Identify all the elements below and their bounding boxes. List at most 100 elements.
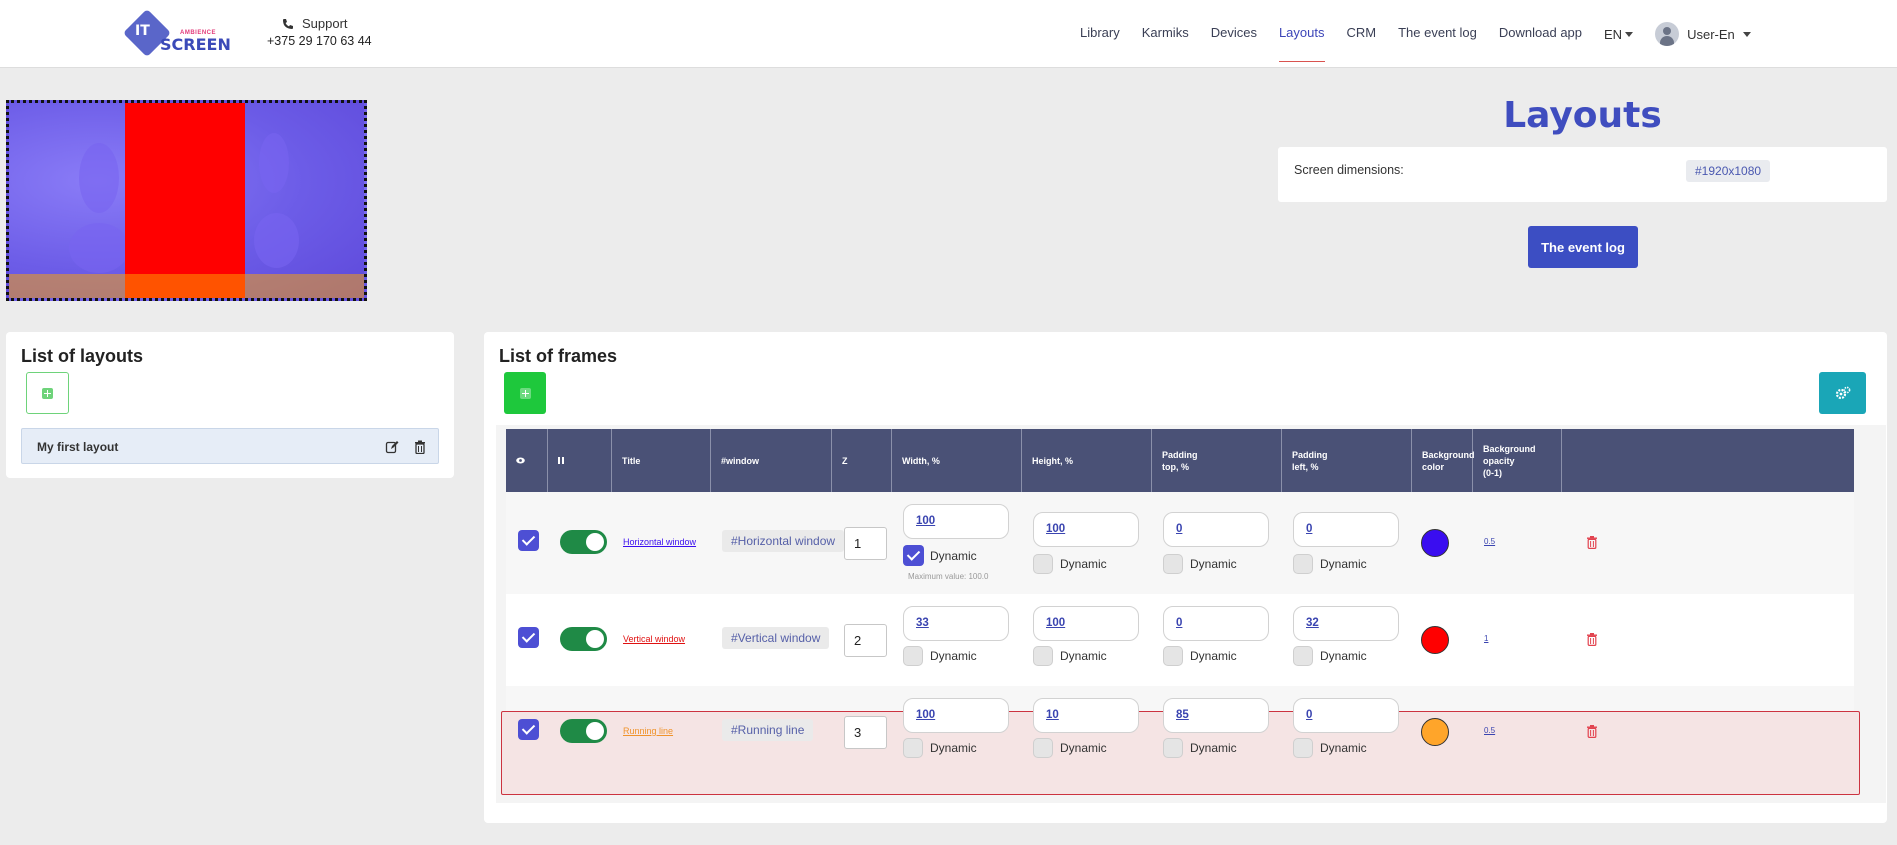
dynamic-label: Dynamic xyxy=(930,549,977,563)
enabled-toggle[interactable] xyxy=(560,627,607,651)
padding-top-field[interactable]: 0 xyxy=(1163,512,1269,547)
dynamic-label: Dynamic xyxy=(1060,649,1107,663)
opacity-link[interactable]: 0.5 xyxy=(1484,726,1496,735)
window-tag[interactable]: #Vertical window xyxy=(722,627,830,649)
opacity-link[interactable]: 0.5 xyxy=(1484,537,1496,546)
z-index-field[interactable]: 3 xyxy=(844,716,887,749)
logo-it-text: IT xyxy=(135,23,150,39)
padding-left-field[interactable]: 0 xyxy=(1293,512,1399,547)
padding-left-field[interactable]: 32 xyxy=(1293,606,1399,641)
chevron-down-icon xyxy=(1625,31,1634,37)
support-label: Support xyxy=(302,16,348,31)
decorative-blob xyxy=(69,223,129,273)
dynamic-checkbox[interactable] xyxy=(1293,738,1313,758)
frame-title-link[interactable]: Running line xyxy=(623,726,674,736)
z-index-field[interactable]: 1 xyxy=(844,527,887,560)
pause-icon xyxy=(558,457,564,464)
enabled-toggle[interactable] xyxy=(560,530,607,554)
column-background-color: Background color xyxy=(1412,429,1475,492)
nav-library[interactable]: Library xyxy=(1080,25,1120,40)
delete-frame-trash-icon[interactable] xyxy=(1586,536,1598,549)
height-field[interactable]: 100 xyxy=(1033,606,1139,641)
window-tag[interactable]: #Horizontal window xyxy=(722,530,845,552)
height-field[interactable]: 100 xyxy=(1033,512,1139,547)
dynamic-checkbox[interactable] xyxy=(903,646,923,666)
dynamic-checkbox[interactable] xyxy=(1293,554,1313,574)
dynamic-checkbox[interactable] xyxy=(1033,646,1053,666)
screen-dimensions-badge[interactable]: #1920x1080 xyxy=(1686,160,1771,182)
edit-icon[interactable] xyxy=(385,440,399,454)
layout-preview xyxy=(6,100,367,301)
add-frame-button[interactable] xyxy=(504,372,546,414)
decorative-blob xyxy=(254,213,299,268)
dynamic-label: Dynamic xyxy=(1320,741,1367,755)
layouts-card: List of layouts My first layout xyxy=(6,332,454,478)
chevron-down-icon xyxy=(1742,31,1751,37)
language-dropdown[interactable]: EN xyxy=(1604,26,1634,42)
trash-icon[interactable] xyxy=(413,440,427,454)
delete-frame-trash-icon[interactable] xyxy=(1586,725,1598,738)
top-header: IT AMBIENCE SCREEN Support +375 29 170 6… xyxy=(0,0,1897,68)
dynamic-checkbox[interactable] xyxy=(1163,738,1183,758)
dynamic-label: Dynamic xyxy=(1060,741,1107,755)
user-name: User-En xyxy=(1687,26,1735,42)
preview-running-line[interactable] xyxy=(9,274,364,298)
settings-button[interactable] xyxy=(1819,372,1866,414)
dynamic-checkbox[interactable] xyxy=(1033,554,1053,574)
background-color-swatch[interactable] xyxy=(1421,718,1449,746)
width-field[interactable]: 100 xyxy=(903,698,1009,733)
frame-title-link[interactable]: Vertical window xyxy=(623,634,686,644)
nav-karmiks[interactable]: Karmiks xyxy=(1141,25,1189,40)
nav-devices[interactable]: Devices xyxy=(1210,25,1257,40)
nav-crm[interactable]: CRM xyxy=(1346,25,1377,40)
frame-title-link[interactable]: Horizontal window xyxy=(623,537,697,547)
dynamic-checkbox[interactable] xyxy=(1033,738,1053,758)
delete-frame-trash-icon[interactable] xyxy=(1586,633,1598,646)
column-width: Width, % xyxy=(892,429,1022,492)
dynamic-checkbox[interactable] xyxy=(903,738,923,758)
opacity-link[interactable]: 1 xyxy=(1484,634,1489,643)
column-visibility xyxy=(506,429,548,492)
column-background-opacity: Background opacity (0-1) xyxy=(1473,429,1562,492)
screen-dimensions-card: Screen dimensions: #1920x1080 xyxy=(1278,147,1887,202)
height-field[interactable]: 10 xyxy=(1033,698,1139,733)
background-color-swatch[interactable] xyxy=(1421,626,1449,654)
padding-left-field[interactable]: 0 xyxy=(1293,698,1399,733)
visibility-checkbox[interactable] xyxy=(518,719,539,740)
column-height: Height, % xyxy=(1022,429,1152,492)
width-field[interactable]: 100 xyxy=(903,504,1009,539)
event-log-button[interactable]: The event log xyxy=(1528,226,1638,268)
nav-event-log[interactable]: The event log xyxy=(1398,25,1477,40)
enabled-toggle[interactable] xyxy=(560,719,607,743)
background-color-swatch[interactable] xyxy=(1421,529,1449,557)
nav-download-app[interactable]: Download app xyxy=(1498,25,1583,40)
dynamic-label: Dynamic xyxy=(1190,741,1237,755)
nav-layouts[interactable]: Layouts xyxy=(1278,0,1325,68)
table-header: Title #window Z Width, % Height, % Paddi… xyxy=(506,429,1854,492)
padding-top-field[interactable]: 0 xyxy=(1163,606,1269,641)
dynamic-checkbox[interactable] xyxy=(1293,646,1313,666)
dynamic-label: Dynamic xyxy=(1320,557,1367,571)
support-phone[interactable]: +375 29 170 63 44 xyxy=(267,34,372,48)
padding-top-field[interactable]: 85 xyxy=(1163,698,1269,733)
it-screen-logo[interactable]: IT AMBIENCE SCREEN xyxy=(122,8,231,58)
phone-icon xyxy=(283,18,293,29)
width-field[interactable]: 33 xyxy=(903,606,1009,641)
dynamic-checkbox[interactable] xyxy=(1163,646,1183,666)
z-index-field[interactable]: 2 xyxy=(844,624,887,657)
dynamic-checkbox[interactable] xyxy=(903,545,924,566)
dynamic-label: Dynamic xyxy=(1190,649,1237,663)
language-value: EN xyxy=(1604,26,1623,42)
visibility-checkbox[interactable] xyxy=(518,530,539,551)
add-layout-button[interactable] xyxy=(26,372,69,414)
user-menu[interactable]: User-En xyxy=(1655,22,1751,46)
window-tag[interactable]: #Running line xyxy=(722,719,814,741)
gears-icon xyxy=(1835,386,1850,400)
dynamic-checkbox[interactable] xyxy=(1163,554,1183,574)
frames-table: Title #window Z Width, % Height, % Paddi… xyxy=(496,425,1886,803)
column-padding-top: Padding top, % xyxy=(1152,429,1282,492)
layouts-title: List of layouts xyxy=(21,346,144,366)
preview-vertical-window[interactable] xyxy=(125,103,245,298)
visibility-checkbox[interactable] xyxy=(518,627,539,648)
list-item[interactable]: My first layout xyxy=(21,428,439,464)
